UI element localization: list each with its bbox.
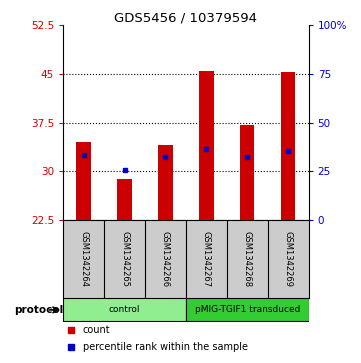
Text: GSM1342267: GSM1342267 [202,231,211,287]
Bar [199,71,214,220]
Text: pMIG-TGIF1 transduced: pMIG-TGIF1 transduced [195,305,300,314]
Text: GSM1342268: GSM1342268 [243,231,252,287]
Text: GSM1342266: GSM1342266 [161,231,170,287]
FancyBboxPatch shape [63,298,186,321]
Text: protocol: protocol [14,305,63,315]
Text: count: count [83,325,110,335]
Title: GDS5456 / 10379594: GDS5456 / 10379594 [114,11,257,24]
Text: GSM1342269: GSM1342269 [284,231,293,287]
Text: percentile rank within the sample: percentile rank within the sample [83,342,248,352]
Bar [281,72,295,220]
Text: GSM1342265: GSM1342265 [120,231,129,287]
Bar [117,179,132,220]
Bar [240,125,255,220]
Bar [158,146,173,220]
Bar [77,142,91,220]
FancyBboxPatch shape [186,298,309,321]
Text: control: control [109,305,140,314]
Text: GSM1342264: GSM1342264 [79,231,88,287]
